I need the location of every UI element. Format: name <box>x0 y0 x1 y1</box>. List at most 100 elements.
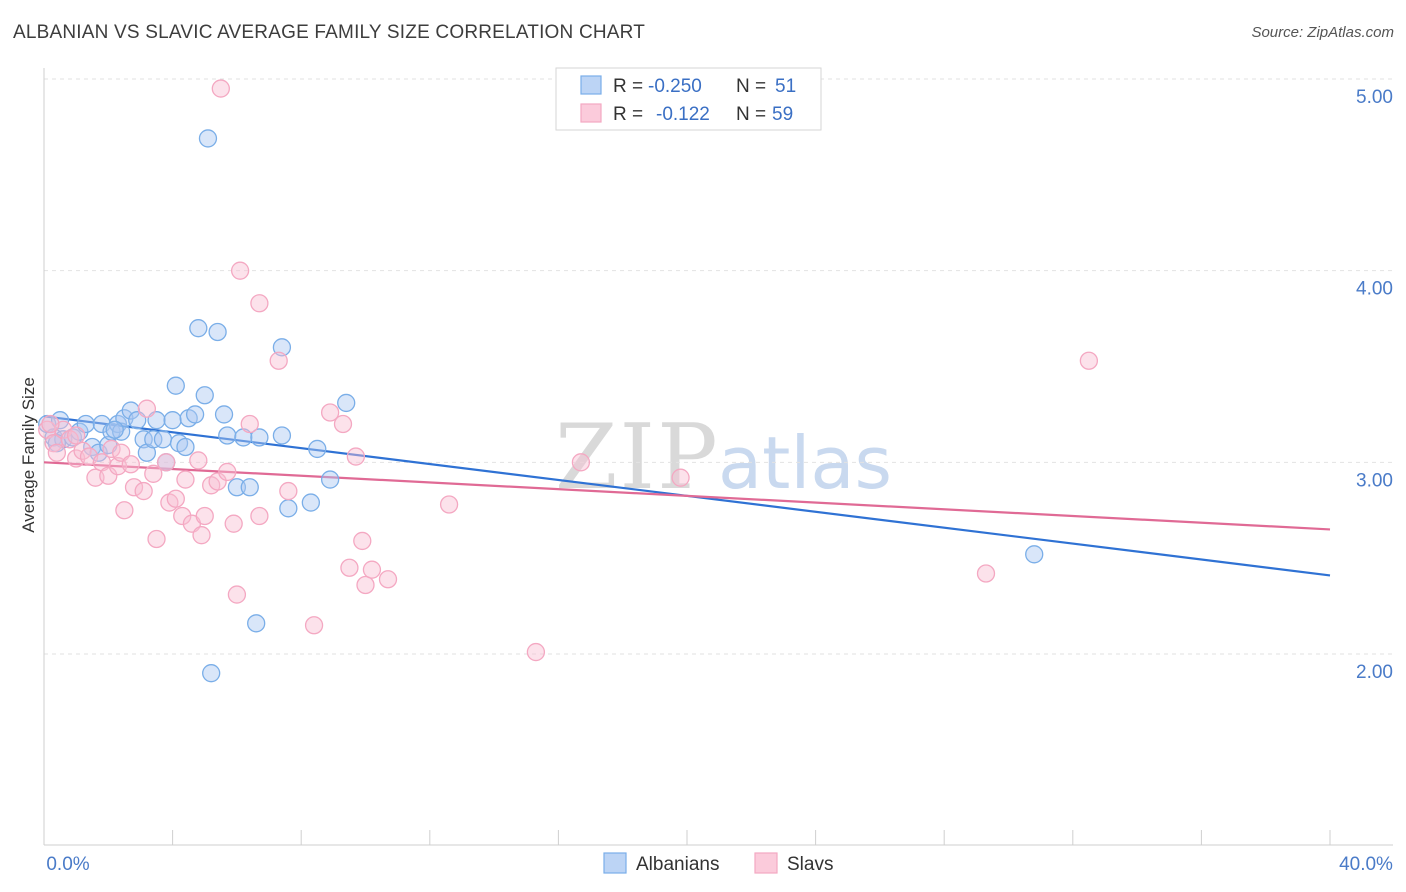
slavs-point-14 <box>115 501 134 520</box>
albanians-point-19 <box>144 430 163 449</box>
slavs-point-36 <box>230 261 250 280</box>
slavs-point-52 <box>526 642 546 662</box>
albanians-point-24 <box>166 376 185 395</box>
slavs-point-34 <box>224 514 243 533</box>
slavs-point-32 <box>211 79 230 98</box>
legend-r-label-2: R = <box>613 104 643 125</box>
slavs-point-37 <box>240 414 259 434</box>
albanians-point-13 <box>112 422 131 441</box>
slavs-point-43 <box>320 403 340 422</box>
albanians-point-34 <box>214 405 234 424</box>
y-tick-labels: 2.00 3.00 4.00 5.00 <box>1356 87 1393 683</box>
slavs-point-54 <box>671 468 690 487</box>
y-tick-label-0: 2.00 <box>1356 662 1393 683</box>
bottom-legend-swatch-albanians <box>603 852 627 874</box>
y-tick-label-3: 5.00 <box>1356 87 1393 108</box>
albanians-point-32 <box>202 664 221 683</box>
data-points <box>38 79 1099 683</box>
grid-lines <box>44 78 1393 655</box>
albanians-point-41 <box>272 426 292 445</box>
y-axis-label: Average Family Size <box>19 377 38 533</box>
albanians-point-21 <box>153 430 173 449</box>
albanians-point-45 <box>308 439 327 459</box>
slavs-point-23 <box>166 489 185 508</box>
slavs-point-56 <box>1079 351 1099 370</box>
slavs-point-46 <box>346 447 366 466</box>
y-tick-label-2: 4.00 <box>1356 279 1393 300</box>
slavs-point-15 <box>121 455 140 474</box>
trend-lines <box>43 415 1331 577</box>
series-legend: Albanians Slavs <box>603 852 833 875</box>
axes <box>43 68 1393 846</box>
albanians-point-30 <box>195 386 214 405</box>
slavs-point-49 <box>362 560 382 579</box>
chart-title: ALBANIAN VS SLAVIC AVERAGE FAMILY SIZE C… <box>13 22 646 43</box>
slavs-point-45 <box>340 558 359 577</box>
slavs-point-25 <box>176 470 195 489</box>
legend-swatch-albanians <box>580 75 602 95</box>
slavs-point-29 <box>195 506 214 526</box>
slavs-point-38 <box>250 506 269 526</box>
albanians-point-46 <box>320 470 340 489</box>
albanians-point-33 <box>208 322 227 342</box>
bottom-legend-albanians: Albanians <box>636 854 719 875</box>
albanians-point-38 <box>240 478 259 497</box>
slavs-point-21 <box>157 453 176 472</box>
slavs-point-16 <box>124 478 144 497</box>
legend-r-label-1: R = <box>613 76 643 97</box>
slavs-point-57 <box>41 414 60 434</box>
slavs-point-35 <box>227 585 247 604</box>
slavs-point-31 <box>208 472 227 491</box>
legend-swatch-slavs <box>580 103 602 123</box>
source-label: Source: ZipAtlas.com <box>1251 24 1394 41</box>
albanians-point-29 <box>189 319 208 338</box>
correlation-legend: R = -0.250 N = 51 R = -0.122 N = 59 <box>555 67 822 131</box>
albanians-point-44 <box>301 493 320 512</box>
albanians-point-28 <box>185 405 205 424</box>
slavs-point-58 <box>67 426 86 445</box>
slavs-point-27 <box>189 451 208 470</box>
slavs-point-48 <box>356 575 375 595</box>
slavs-point-51 <box>439 495 459 514</box>
albanians-point-47 <box>337 393 356 413</box>
albanians-point-31 <box>198 129 218 148</box>
albanians-point-42 <box>272 338 292 357</box>
albanians-point-26 <box>176 437 195 457</box>
x-tick-label-1: 40.0% <box>1339 854 1393 875</box>
albanians-point-36 <box>227 478 247 497</box>
slavs-point-42 <box>304 616 324 635</box>
legend-n-value-1: 51 <box>775 76 796 97</box>
slavs-point-28 <box>192 526 211 545</box>
albanians-point-23 <box>163 411 182 430</box>
albanians-point-17 <box>134 430 153 449</box>
y-tick-label-1: 3.00 <box>1356 470 1393 491</box>
slavs-point-55 <box>976 564 996 583</box>
slavs-point-40 <box>269 351 288 370</box>
slavs-point-2 <box>47 443 67 462</box>
slavs-point-18 <box>137 399 157 418</box>
albanians-point-15 <box>121 401 140 420</box>
watermark-atlas: atlas <box>718 421 892 505</box>
slavs-point-53 <box>571 453 591 472</box>
legend-r-value-1: -0.250 <box>648 76 702 97</box>
legend-n-label-1: N = <box>736 76 766 97</box>
slavs-point-33 <box>218 462 237 482</box>
slavs-point-50 <box>378 570 398 589</box>
slavs-point-47 <box>353 531 372 551</box>
slavs-point-39 <box>250 294 269 313</box>
albanians-point-40 <box>250 428 269 447</box>
slavs-trend-line <box>43 461 1331 531</box>
x-tick-labels: 0.0% 40.0% <box>46 854 1393 875</box>
slavs-point-10 <box>99 466 118 485</box>
albanians-point-39 <box>247 614 266 633</box>
albanians-point-35 <box>218 426 237 445</box>
albanians-point-43 <box>279 499 298 518</box>
legend-n-value-2: 59 <box>772 104 793 125</box>
albanians-point-50 <box>105 420 124 439</box>
slavs-point-41 <box>279 481 298 501</box>
slavs-point-17 <box>134 481 153 501</box>
legend-n-label-2: N = <box>736 104 766 125</box>
bottom-legend-slavs: Slavs <box>787 854 833 875</box>
bottom-legend-swatch-slavs <box>754 852 778 874</box>
